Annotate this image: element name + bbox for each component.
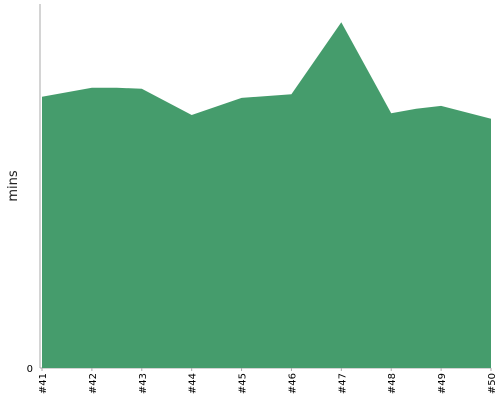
series-area — [42, 22, 491, 368]
x-tick-label: #48 — [387, 373, 398, 394]
x-tick-label: #50 — [487, 373, 498, 394]
x-tick-label: #42 — [88, 373, 99, 394]
x-tick-label: #45 — [238, 373, 249, 394]
y-tick-labels: 0 — [27, 364, 33, 375]
x-tick-label: #43 — [138, 373, 149, 394]
y-axis-title: mins — [6, 170, 21, 202]
x-tick-label: #47 — [337, 373, 348, 394]
x-tick-label: #41 — [38, 373, 49, 394]
x-tick-label: #44 — [188, 373, 199, 394]
x-tick-labels: #41 #42 #43 #44 #45 #46 #47 #48 #49 #50 — [38, 368, 498, 394]
x-tick-label: #46 — [287, 373, 298, 394]
y-tick-label: 0 — [27, 364, 33, 375]
x-tick-label: #49 — [437, 373, 448, 394]
